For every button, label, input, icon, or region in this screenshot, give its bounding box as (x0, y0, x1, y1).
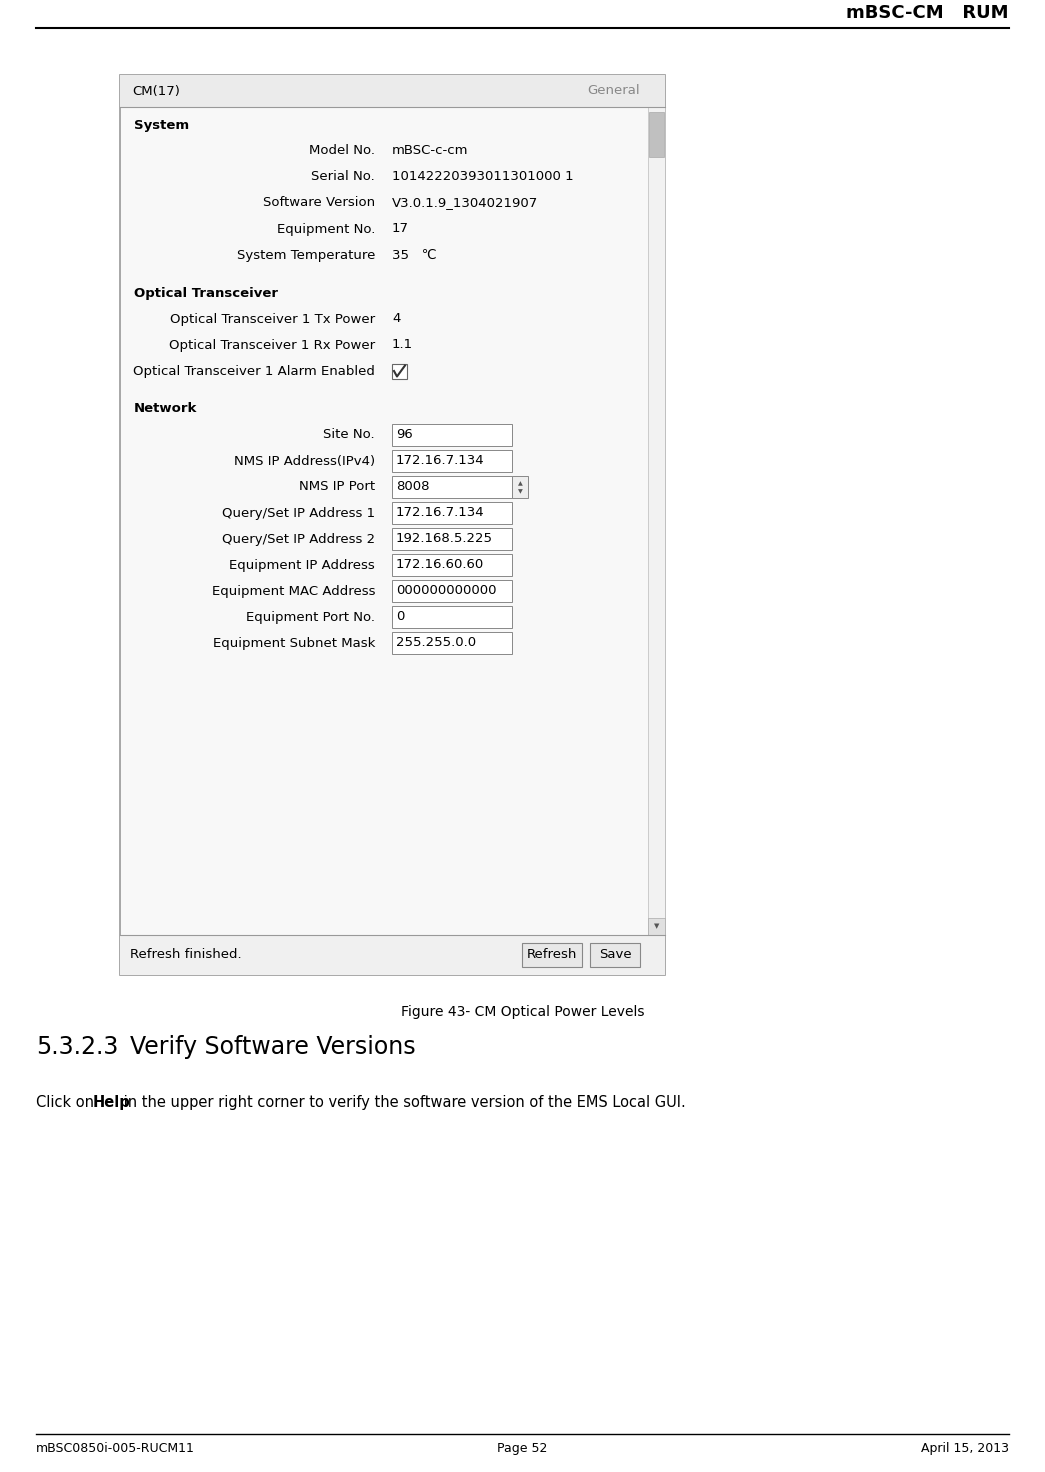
Text: 172.16.60.60: 172.16.60.60 (396, 558, 484, 571)
Bar (649, 112, 664, 158)
Text: Save: Save (599, 948, 631, 961)
Text: 0: 0 (396, 611, 404, 624)
Text: Figure 43- CM Optical Power Levels: Figure 43- CM Optical Power Levels (400, 1005, 645, 1019)
Text: NMS IP Address(IPv4): NMS IP Address(IPv4) (234, 455, 375, 468)
Text: Verify Software Versions: Verify Software Versions (130, 1035, 416, 1058)
Text: NMS IP Port: NMS IP Port (299, 480, 375, 493)
Text: CM(17): CM(17) (132, 84, 180, 97)
Text: in the upper right corner to verify the software version of the EMS Local GUI.: in the upper right corner to verify the … (119, 1095, 686, 1110)
Text: mBSC-CM   RUM: mBSC-CM RUM (846, 4, 1009, 22)
Text: Refresh finished.: Refresh finished. (130, 948, 241, 961)
Text: mBSC-c-cm: mBSC-c-cm (392, 144, 468, 158)
Text: Refresh: Refresh (527, 948, 577, 961)
Text: 17: 17 (392, 222, 409, 236)
Bar (120, 75, 665, 974)
Text: Query/Set IP Address 2: Query/Set IP Address 2 (222, 533, 375, 546)
Text: Optical Transceiver: Optical Transceiver (134, 287, 278, 299)
Bar (392, 606, 512, 629)
Text: 172.16.7.134: 172.16.7.134 (396, 455, 485, 468)
Text: Equipment Subnet Mask: Equipment Subnet Mask (212, 636, 375, 649)
Bar (590, 944, 640, 967)
Text: 172.16.7.134: 172.16.7.134 (396, 506, 485, 520)
Text: 192.168.5.225: 192.168.5.225 (396, 533, 493, 546)
Text: ▲: ▲ (517, 481, 522, 487)
Bar (392, 364, 407, 378)
Text: Software Version: Software Version (263, 196, 375, 209)
Text: General: General (587, 84, 640, 97)
Text: ▼: ▼ (654, 923, 659, 929)
Text: 8008: 8008 (396, 480, 429, 493)
Bar (522, 944, 582, 967)
Bar (392, 580, 512, 602)
Text: V3.0.1.9_1304021907: V3.0.1.9_1304021907 (392, 196, 538, 209)
Text: ▼: ▼ (517, 490, 522, 495)
Text: Equipment IP Address: Equipment IP Address (229, 558, 375, 571)
Text: Page 52: Page 52 (497, 1443, 548, 1454)
Text: Optical Transceiver 1 Rx Power: Optical Transceiver 1 Rx Power (169, 339, 375, 352)
Text: 000000000000: 000000000000 (396, 584, 496, 598)
Text: 96: 96 (396, 428, 413, 442)
Text: mBSC0850i-005-RUCM11: mBSC0850i-005-RUCM11 (36, 1443, 194, 1454)
Bar (392, 502, 512, 524)
Text: Optical Transceiver 1 Tx Power: Optical Transceiver 1 Tx Power (170, 312, 375, 325)
Text: Equipment No.: Equipment No. (277, 222, 375, 236)
Text: 10142220393011301000 1: 10142220393011301000 1 (392, 171, 574, 184)
Bar (392, 553, 512, 576)
Text: 4: 4 (392, 312, 400, 325)
Bar (392, 475, 512, 498)
Text: Optical Transceiver 1 Alarm Enabled: Optical Transceiver 1 Alarm Enabled (133, 365, 375, 377)
Text: Equipment Port No.: Equipment Port No. (246, 611, 375, 624)
Text: Click on: Click on (36, 1095, 98, 1110)
Bar (392, 528, 512, 551)
Bar (392, 424, 512, 446)
Text: 5.3.2.3: 5.3.2.3 (36, 1035, 118, 1058)
Bar (648, 919, 665, 935)
Bar (120, 935, 665, 974)
Text: Model No.: Model No. (309, 144, 375, 158)
Text: Equipment MAC Address: Equipment MAC Address (211, 584, 375, 598)
Bar (120, 75, 665, 107)
Text: Serial No.: Serial No. (311, 171, 375, 184)
Text: 255.255.0.0: 255.255.0.0 (396, 636, 477, 649)
Text: System Temperature: System Temperature (236, 249, 375, 262)
Text: System: System (134, 119, 189, 131)
Bar (512, 475, 528, 498)
Text: April 15, 2013: April 15, 2013 (921, 1443, 1009, 1454)
Bar (648, 107, 665, 935)
Text: 35   ℃: 35 ℃ (392, 249, 437, 262)
Text: 1.1: 1.1 (392, 339, 413, 352)
Text: Site No.: Site No. (323, 428, 375, 442)
Text: Help: Help (93, 1095, 131, 1110)
Text: Network: Network (134, 402, 198, 415)
Bar (392, 631, 512, 654)
Text: Query/Set IP Address 1: Query/Set IP Address 1 (222, 506, 375, 520)
Bar (392, 450, 512, 473)
